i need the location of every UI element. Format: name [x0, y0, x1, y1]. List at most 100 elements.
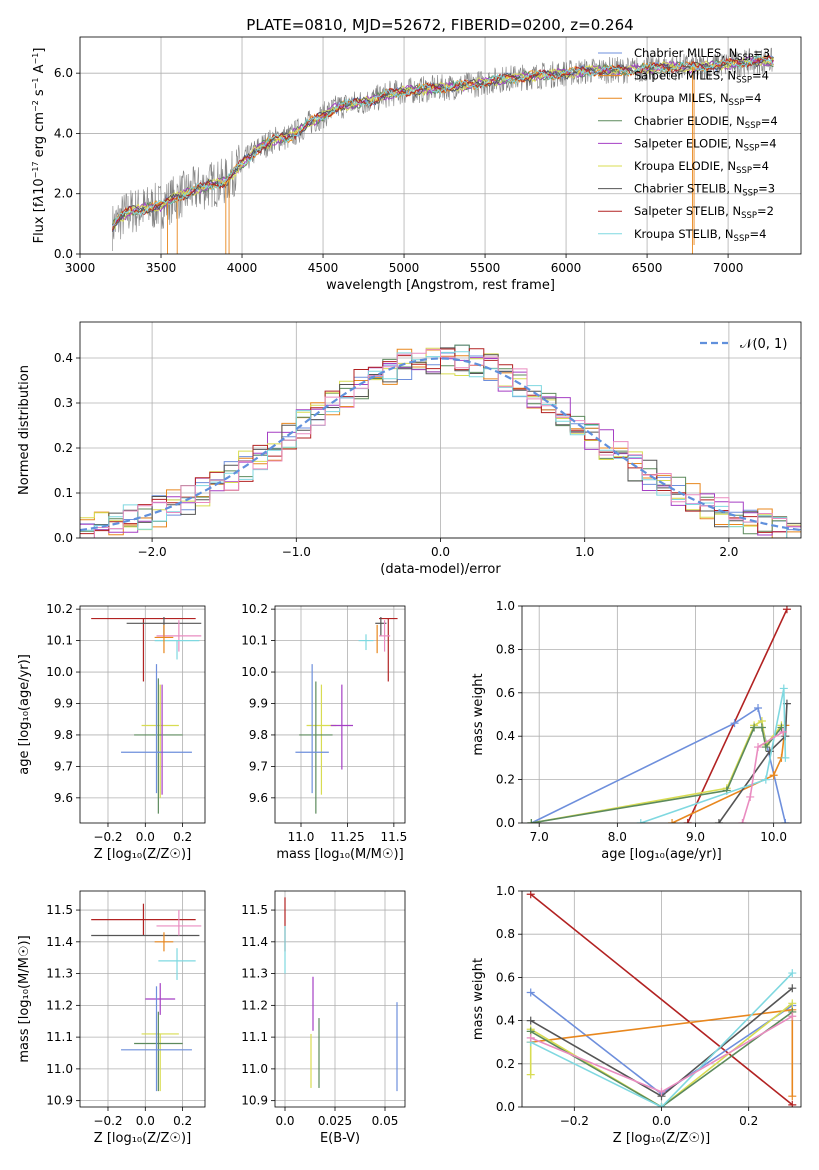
tick-label-y: 0.2 [496, 1057, 515, 1071]
tick-label-y: 11.0 [241, 1062, 268, 1076]
x-axis-label: wavelength [Angstrom, rest frame] [326, 278, 555, 293]
tick-label-y: 9.9 [54, 696, 73, 710]
panel-age-vs-mass: 11.0 11.25 11.5 9.6 9.7 9.8 9.9 10.0 10.1 10.2 mas… [241, 602, 407, 862]
axes-frame [521, 890, 802, 1108]
tick-label-x: −0.2 [560, 1114, 589, 1128]
series-line [640, 688, 787, 823]
legend: Chabrier MILES, NSSP=3 Salpeter MILES, NS… [598, 46, 778, 244]
tick-label-x: 4500 [308, 261, 339, 275]
plot-area [526, 891, 797, 1107]
errorbar-point [358, 634, 374, 651]
tick-label-x: 11.0 [288, 830, 315, 844]
series-marker [683, 819, 692, 823]
tick-label-y: 0.6 [496, 970, 515, 984]
tick-label-y: 0.3 [54, 396, 73, 410]
series-marker [668, 819, 677, 823]
series-marker [527, 819, 536, 823]
tick-label-x: 9.0 [686, 830, 705, 844]
series-marker [788, 1012, 797, 1021]
tick-label-y: 9.7 [249, 759, 268, 773]
axes-frame [79, 605, 206, 824]
tick-label-x: 8.0 [608, 830, 627, 844]
tick-label-y: 9.6 [249, 791, 268, 805]
errorbar-point [154, 624, 174, 654]
tick-label-x: 3000 [65, 261, 96, 275]
series-line [530, 893, 793, 1106]
series-marker [761, 775, 770, 784]
panel-weight-vs-Z: −0.2 0.0 0.2 0.0 0.2 0.4 0.6 0.8 1.0 Z [log₁₀(Z/Z… [471, 884, 802, 1146]
tick-label-y: 1.0 [496, 599, 515, 613]
plot-area [91, 903, 202, 1092]
tick-label-x: 1.0 [575, 545, 594, 559]
tick-label-x: −2.0 [138, 545, 167, 559]
tick-label-y: 0.2 [496, 773, 515, 787]
errorbar-point [134, 1011, 183, 1092]
series-line [531, 719, 783, 823]
tick-label-y: 0.1 [54, 486, 73, 500]
tick-label-y: 11.5 [46, 903, 73, 917]
tick-label-x: 0.0 [652, 1114, 671, 1128]
panel-residuals: −2.0 −1.0 0.0 1.0 2.0 0.0 0.1 0.2 0.3 0.4 (data-mo… [17, 321, 802, 577]
model-line [111, 55, 774, 232]
series-marker [746, 792, 755, 801]
axes-frame [79, 321, 802, 539]
tick-label-y: 11.2 [241, 998, 268, 1012]
tick-label-y: 0.8 [496, 927, 515, 941]
tick-label-y: 0.0 [496, 816, 515, 830]
legend-entry: Kroupa ELODIE, NSSP=4 [634, 159, 769, 176]
plot-area [527, 606, 791, 823]
errorbar-point [145, 983, 176, 1015]
x-axis-label: Z [log₁₀(Z/Z☉)] [94, 1131, 191, 1146]
histogram-step [80, 348, 801, 538]
legend: 𝒩(0, 1) [700, 337, 787, 352]
legend-entry: Salpeter ELODIE, NSSP=4 [634, 136, 777, 153]
plot-area [91, 617, 202, 814]
tick-label-y: 10.1 [241, 634, 268, 648]
series-line [529, 1002, 793, 1107]
errorbar-point [141, 684, 179, 798]
axes-frame [274, 605, 406, 824]
errorbar-point [121, 986, 192, 1092]
tick-label-y: 9.7 [54, 759, 73, 773]
tick-label-x: 0.0 [136, 1114, 155, 1128]
series-marker [657, 1103, 666, 1107]
legend-entry: Chabrier STELIB, NSSP=3 [634, 182, 775, 199]
tick-label-y: 4.0 [54, 126, 73, 140]
tick-label-y: 10.1 [46, 634, 73, 648]
tick-label-y: 0.4 [54, 351, 73, 365]
tick-label-x: 0.0 [431, 545, 450, 559]
panel-spectrum: 3000 3500 4000 4500 5000 5500 6000 6500 7000 0.0 2… [31, 36, 802, 293]
tick-label-y: 9.8 [249, 728, 268, 742]
series-marker [730, 719, 739, 728]
series-line [741, 731, 784, 823]
tick-label-x: 7000 [713, 261, 744, 275]
series-marker [779, 727, 788, 736]
tick-label-x: 11.5 [380, 830, 407, 844]
series-line [531, 706, 787, 823]
axes-frame [79, 36, 802, 255]
series-marker [657, 1087, 666, 1096]
errorbar-point [156, 910, 202, 936]
tick-label-x: 10.0 [760, 830, 787, 844]
series-marker [765, 747, 774, 756]
errorbar-point [91, 903, 196, 936]
legend-entry: Salpeter STELIB, NSSP=2 [634, 204, 774, 221]
series-marker [788, 999, 797, 1008]
tick-label-y: 0.4 [496, 729, 515, 743]
tick-label-x: 2.0 [719, 545, 738, 559]
series-marker [714, 819, 723, 823]
tick-label-x: −1.0 [282, 545, 311, 559]
tick-label-x: 0.0 [136, 830, 155, 844]
series-marker [526, 891, 535, 899]
tick-label-y: 10.2 [241, 602, 268, 616]
legend-entry: Chabrier ELODIE, NSSP=4 [634, 114, 778, 131]
errorbar-point [299, 681, 333, 814]
series-marker [750, 723, 759, 732]
legend-entry: 𝒩(0, 1) [740, 337, 787, 352]
tick-label-x: 6000 [551, 261, 582, 275]
series-marker [788, 1100, 797, 1107]
tick-label-x: 4000 [227, 261, 258, 275]
errorbar-point [154, 639, 200, 660]
tick-label-y: 0.2 [54, 441, 73, 455]
